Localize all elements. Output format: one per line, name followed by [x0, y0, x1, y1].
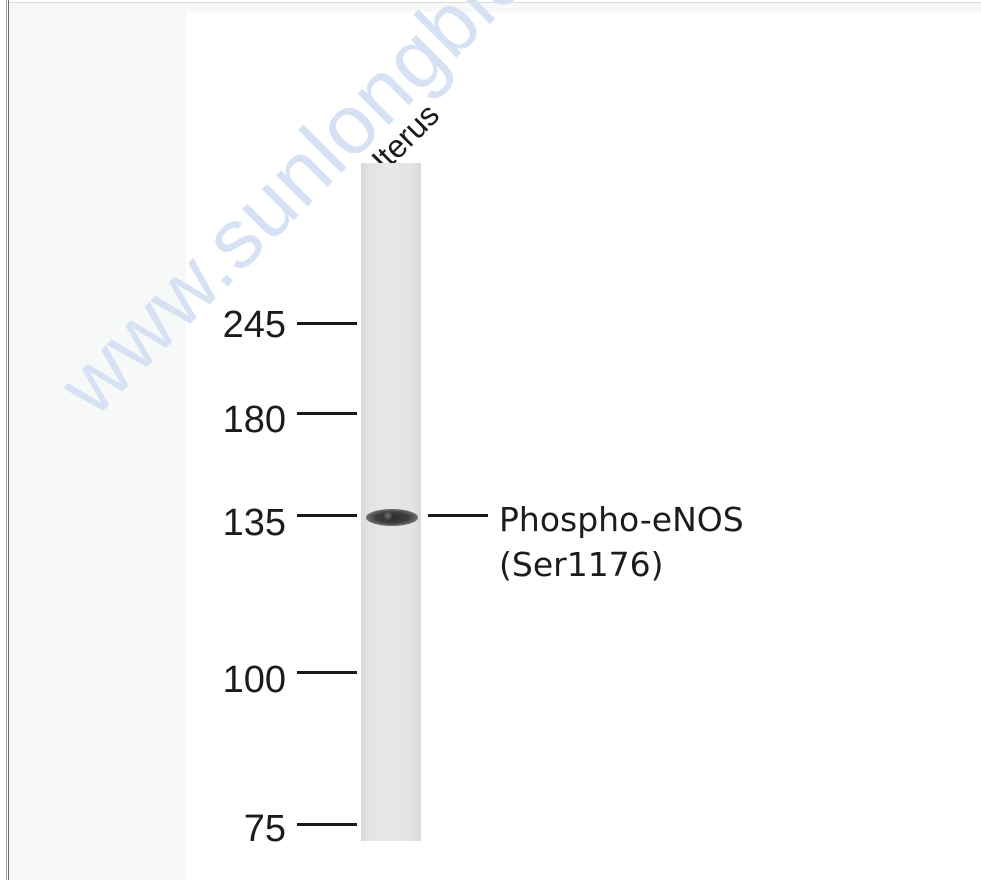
blot-lane	[361, 163, 421, 841]
target-name: Phospho-eNOS	[499, 500, 744, 539]
marker-label-135: 135	[222, 502, 286, 544]
marker-tick-135	[297, 514, 357, 517]
marker-label-75: 75	[243, 808, 286, 850]
protein-band	[366, 509, 418, 526]
window-top-border	[9, 0, 981, 3]
target-protein-label: Phospho-eNOS (Ser1176)	[499, 497, 744, 587]
marker-label-245: 245	[222, 304, 286, 346]
window-left-border	[0, 0, 9, 880]
marker-tick-100	[297, 671, 357, 674]
target-site: (Ser1176)	[499, 545, 664, 584]
marker-label-100: 100	[222, 659, 286, 701]
marker-tick-75	[297, 823, 357, 826]
marker-label-180: 180	[222, 399, 286, 441]
blot-figure-panel	[186, 12, 981, 880]
marker-tick-245	[297, 322, 357, 325]
marker-tick-180	[297, 412, 357, 415]
target-indicator-line	[428, 514, 488, 517]
